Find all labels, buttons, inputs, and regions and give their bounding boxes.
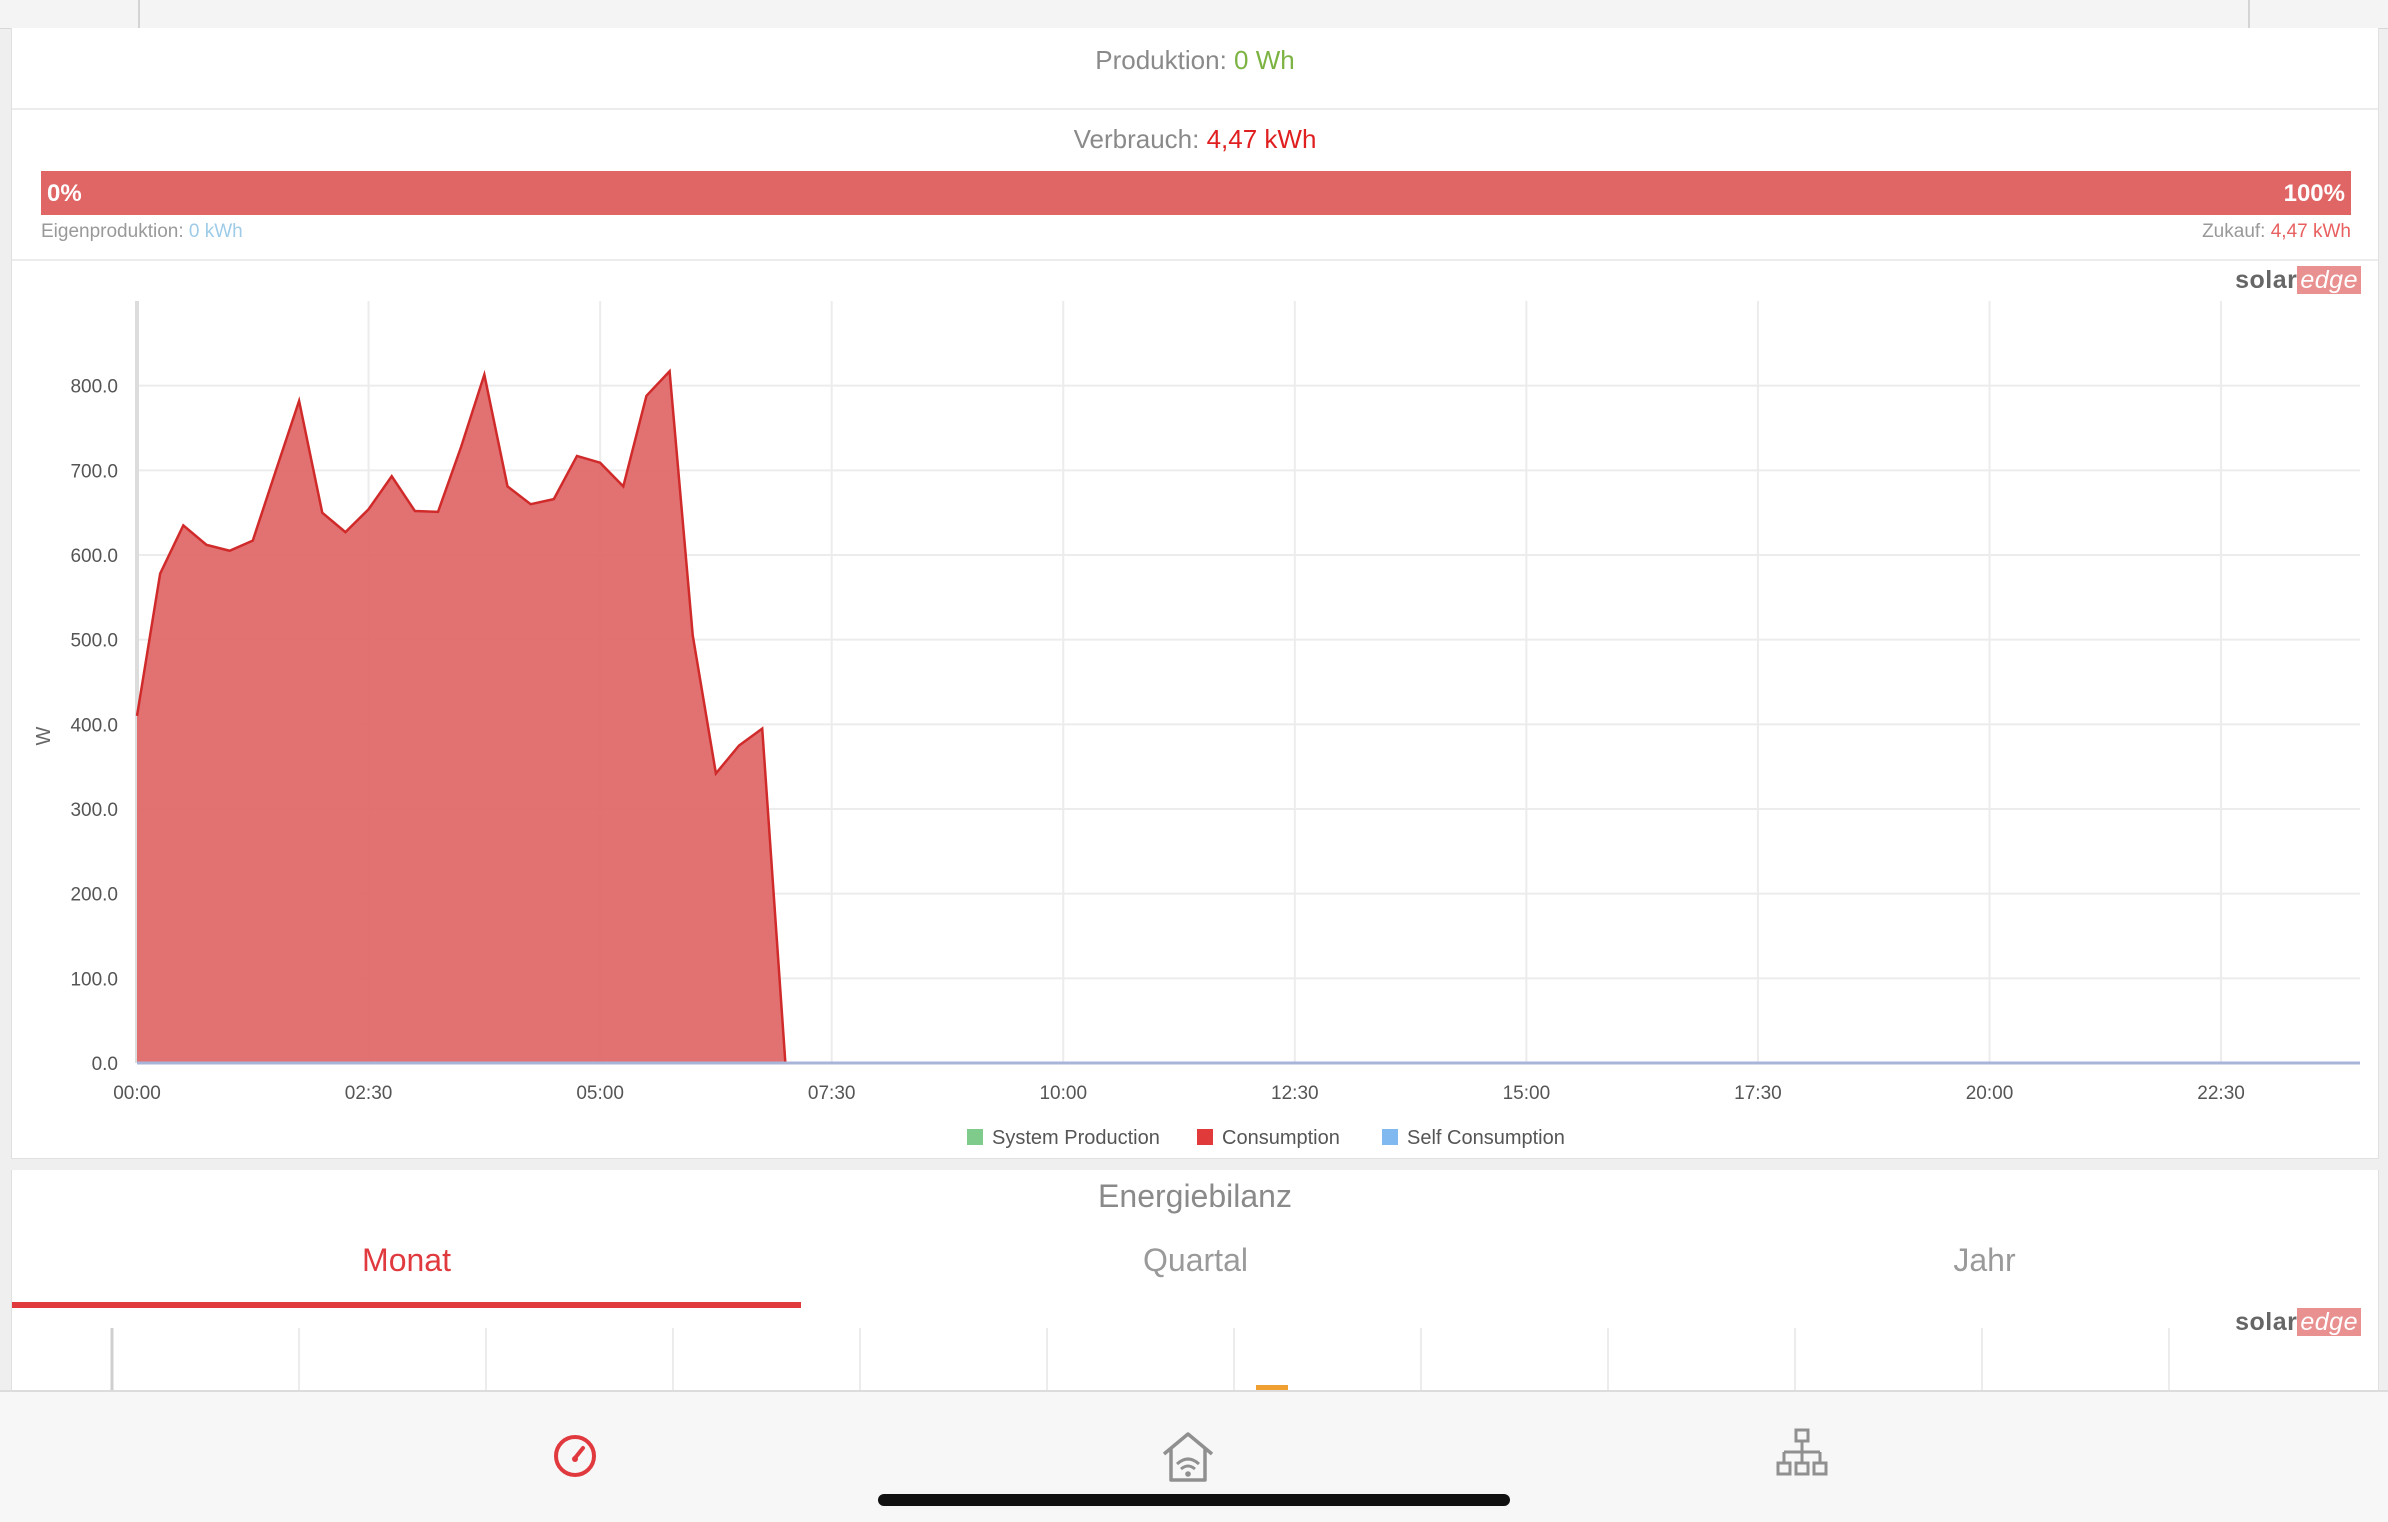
y-tick-label: 100.0	[70, 969, 118, 990]
consumption-area	[137, 371, 809, 1063]
legend-swatch	[1382, 1129, 1398, 1145]
tab-jahr[interactable]: Jahr	[1590, 1242, 2379, 1279]
tab-monat[interactable]: Monat	[12, 1242, 801, 1279]
legend-swatch	[967, 1129, 983, 1145]
y-tick-label: 600.0	[70, 546, 118, 567]
x-tick-label: 00:00	[113, 1083, 161, 1104]
dashboard-icon[interactable]	[545, 1426, 605, 1486]
x-tick-label: 20:00	[1966, 1083, 2014, 1104]
y-tick-label: 700.0	[70, 461, 118, 482]
home-wifi-icon[interactable]	[1158, 1426, 1218, 1486]
toolbar-divider	[138, 0, 140, 28]
x-tick-label: 07:30	[808, 1083, 856, 1104]
legend-label: System Production	[992, 1127, 1160, 1149]
active-tab-indicator	[12, 1302, 801, 1308]
x-tick-label: 22:30	[2197, 1083, 2245, 1104]
y-tick-label: 500.0	[70, 631, 118, 652]
x-tick-label: 05:00	[576, 1083, 624, 1104]
y-axis-label: W	[33, 726, 55, 745]
y-tick-label: 0.0	[92, 1054, 118, 1075]
toolbar-divider	[2248, 0, 2250, 28]
y-tick-label: 800.0	[70, 377, 118, 398]
legend-label: Self Consumption	[1407, 1127, 1565, 1149]
x-tick-label: 15:00	[1503, 1083, 1551, 1104]
y-tick-label: 300.0	[70, 800, 118, 821]
layout-icon[interactable]	[1772, 1426, 1832, 1486]
overview-card: Produktion: 0 Wh Verbrauch: 4,47 kWh 0% …	[11, 28, 2379, 1159]
legend-label: Consumption	[1222, 1127, 1340, 1149]
legend-swatch	[1197, 1129, 1213, 1145]
power-chart: 0.0 100.0 200.0 300.0 400.0 500.0 600.0 700.0 80…	[12, 28, 2378, 1158]
y-tick-label: 400.0	[70, 715, 118, 736]
x-tick-label: 12:30	[1271, 1083, 1319, 1104]
x-tick-label: 10:00	[1039, 1083, 1087, 1104]
x-tick-label: 17:30	[1734, 1083, 1782, 1104]
tab-quartal[interactable]: Quartal	[801, 1242, 1590, 1279]
energy-balance-title: Energiebilanz	[12, 1178, 2378, 1215]
balance-chart-stub	[12, 1328, 2378, 1390]
home-indicator	[878, 1494, 1510, 1506]
top-toolbar	[0, 0, 2388, 29]
x-tick-label: 02:30	[345, 1083, 393, 1104]
y-tick-label: 200.0	[70, 885, 118, 906]
